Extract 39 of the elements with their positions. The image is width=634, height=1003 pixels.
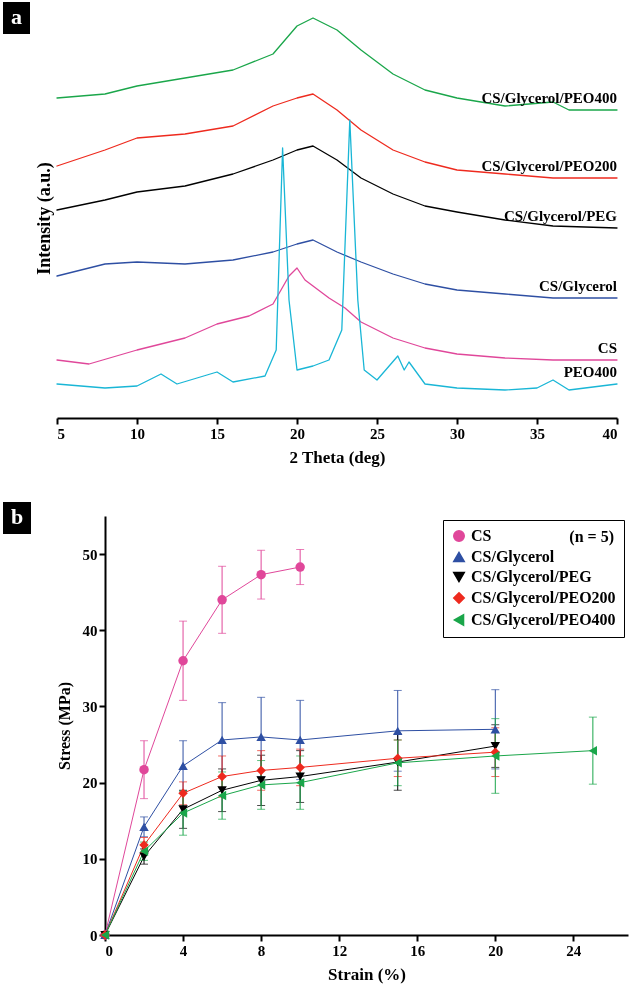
- legend-label: CS/Glycerol/PEG: [471, 568, 593, 586]
- x-axis-title: Strain (%): [328, 964, 406, 984]
- chart-title: b: [3, 502, 32, 534]
- legend-label: CS/Glycerol/PEO400: [471, 611, 616, 629]
- y-tick-label: 50: [82, 546, 98, 563]
- y-tick-label: 20: [82, 775, 98, 792]
- y-axis-title: Stress (MPa): [55, 681, 74, 771]
- y-tick-label: 0: [90, 927, 98, 944]
- x-tick-label: 30: [450, 425, 465, 442]
- x-tick-label: 25: [370, 425, 385, 442]
- y-tick-label: 10: [82, 851, 98, 868]
- y-axis-title: Intensity (a.u.): [33, 162, 55, 275]
- y-tick-label: 40: [82, 622, 98, 639]
- series-label: CS/Glycerol/PEO200: [481, 158, 617, 174]
- x-tick-label: 5: [57, 425, 65, 442]
- series-label: PEO400: [563, 364, 617, 380]
- legend-label: CS/Glycerol: [471, 548, 555, 566]
- x-tick-label: 8: [257, 942, 266, 959]
- x-tick-label: 35: [530, 425, 545, 442]
- x-tick-label: 20: [290, 425, 305, 442]
- legend-label: CS: [471, 527, 492, 544]
- x-axis-title: 2 Theta (deg): [289, 447, 386, 467]
- series-label: CS/Glycerol: [538, 278, 617, 294]
- x-tick-label: 12: [332, 942, 348, 959]
- y-tick-label: 30: [82, 698, 98, 715]
- x-tick-label: 20: [488, 942, 504, 959]
- x-tick-label: 40: [602, 425, 618, 442]
- series-label: CS: [597, 340, 617, 356]
- x-tick-label: 16: [410, 942, 426, 959]
- x-tick-label: 4: [179, 942, 188, 959]
- x-tick-label: 24: [566, 942, 582, 959]
- series-label: CS/Glycerol/PEO400: [481, 90, 617, 106]
- annotation: (n = 5): [569, 528, 614, 546]
- x-tick-label: 0: [105, 942, 113, 959]
- chart-title: a: [3, 2, 30, 34]
- x-tick-label: 10: [130, 425, 145, 442]
- x-tick-label: 15: [210, 425, 225, 442]
- legend-label: CS/Glycerol/PEO200: [471, 589, 616, 607]
- series-label: CS/Glycerol/PEG: [503, 208, 618, 224]
